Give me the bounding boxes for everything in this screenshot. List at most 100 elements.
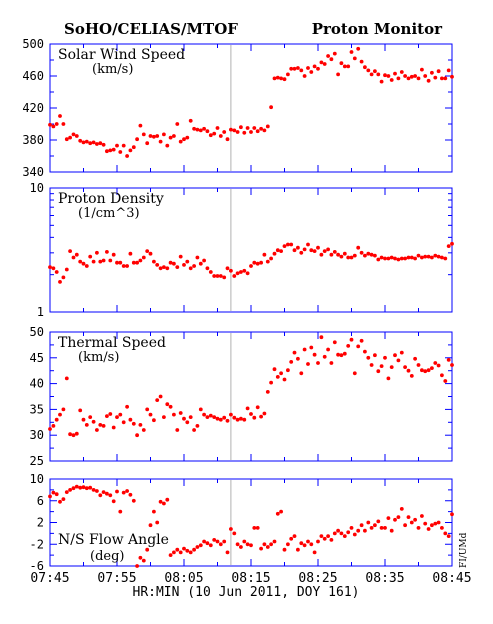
- data-point: [316, 539, 320, 544]
- data-point: [152, 134, 156, 139]
- data-point: [165, 497, 170, 502]
- data-point: [272, 251, 277, 256]
- data-point: [406, 76, 411, 81]
- data-point: [131, 260, 136, 265]
- data-point: [279, 371, 283, 376]
- data-point: [255, 405, 260, 410]
- data-point: [215, 274, 220, 278]
- data-point: [282, 77, 287, 82]
- data-point: [393, 256, 397, 261]
- data-point: [54, 122, 59, 126]
- data-point: [205, 541, 210, 546]
- data-point: [98, 423, 103, 427]
- data-point: [319, 534, 324, 538]
- data-point: [212, 538, 217, 542]
- data-point: [84, 139, 89, 144]
- data-point: [446, 358, 451, 362]
- data-point: [48, 122, 52, 127]
- data-point: [185, 420, 190, 425]
- data-point: [245, 542, 250, 547]
- data-point: [259, 414, 263, 419]
- data-point: [212, 274, 217, 278]
- data-point: [306, 539, 310, 544]
- data-point: [195, 424, 200, 428]
- data-point: [322, 354, 327, 359]
- data-point: [88, 254, 93, 259]
- data-point: [54, 492, 59, 497]
- data-point: [376, 519, 381, 524]
- y-tick-label: 50: [30, 325, 44, 339]
- data-point: [252, 126, 257, 130]
- data-point: [342, 351, 347, 356]
- data-point: [255, 261, 260, 266]
- data-point: [299, 68, 304, 73]
- y-tick-label: 460: [22, 69, 44, 83]
- data-point: [299, 250, 304, 255]
- data-point: [342, 534, 347, 538]
- data-point: [195, 255, 200, 260]
- data-point: [135, 260, 140, 265]
- data-point: [416, 363, 421, 367]
- data-point: [128, 251, 133, 256]
- data-point: [175, 122, 180, 126]
- data-point: [373, 353, 377, 358]
- data-point: [399, 350, 404, 355]
- y-tick-label: -2: [30, 537, 44, 551]
- data-point: [192, 428, 197, 432]
- data-point: [409, 255, 414, 260]
- data-point: [205, 129, 210, 134]
- data-point: [339, 353, 344, 358]
- data-point: [396, 257, 401, 262]
- data-point: [286, 72, 290, 77]
- data-point: [255, 526, 260, 530]
- data-point: [249, 412, 253, 416]
- data-point: [433, 521, 438, 526]
- data-point: [64, 490, 69, 494]
- data-point: [413, 256, 417, 261]
- data-point: [178, 254, 183, 259]
- data-point: [222, 130, 227, 134]
- data-point: [326, 534, 330, 538]
- data-point: [168, 553, 173, 557]
- data-point: [322, 536, 327, 541]
- data-point: [74, 431, 79, 436]
- data-point: [115, 415, 119, 419]
- data-point: [352, 371, 357, 376]
- data-point: [111, 252, 116, 257]
- data-point: [443, 76, 448, 81]
- data-point: [409, 520, 414, 525]
- data-point: [182, 546, 186, 551]
- panel-flow: -6 -2 2 6 10 N/S Flow Angle(deg): [30, 472, 454, 573]
- data-point: [232, 128, 237, 133]
- data-point: [68, 135, 72, 140]
- data-point: [446, 244, 451, 249]
- data-point: [71, 486, 76, 491]
- data-point: [118, 150, 123, 154]
- data-point: [225, 418, 230, 423]
- data-point: [373, 523, 377, 528]
- data-point: [162, 265, 166, 269]
- data-point: [309, 345, 314, 350]
- data-point: [292, 66, 297, 71]
- data-point: [369, 363, 374, 367]
- data-point: [54, 270, 59, 274]
- data-point: [148, 412, 153, 417]
- data-point: [259, 260, 263, 265]
- data-point: [446, 68, 451, 73]
- data-point: [121, 490, 126, 495]
- data-point: [182, 263, 186, 267]
- data-point: [336, 72, 340, 77]
- data-point: [386, 74, 391, 78]
- data-point: [208, 413, 213, 418]
- data-point: [115, 260, 119, 265]
- data-point: [249, 130, 253, 134]
- data-point: [359, 523, 364, 528]
- data-point: [225, 550, 230, 555]
- data-point: [349, 526, 354, 530]
- data-point: [98, 259, 103, 264]
- data-point: [296, 356, 300, 361]
- data-point: [202, 126, 207, 131]
- data-point: [316, 361, 320, 365]
- data-point: [339, 531, 344, 536]
- data-point: [138, 123, 143, 128]
